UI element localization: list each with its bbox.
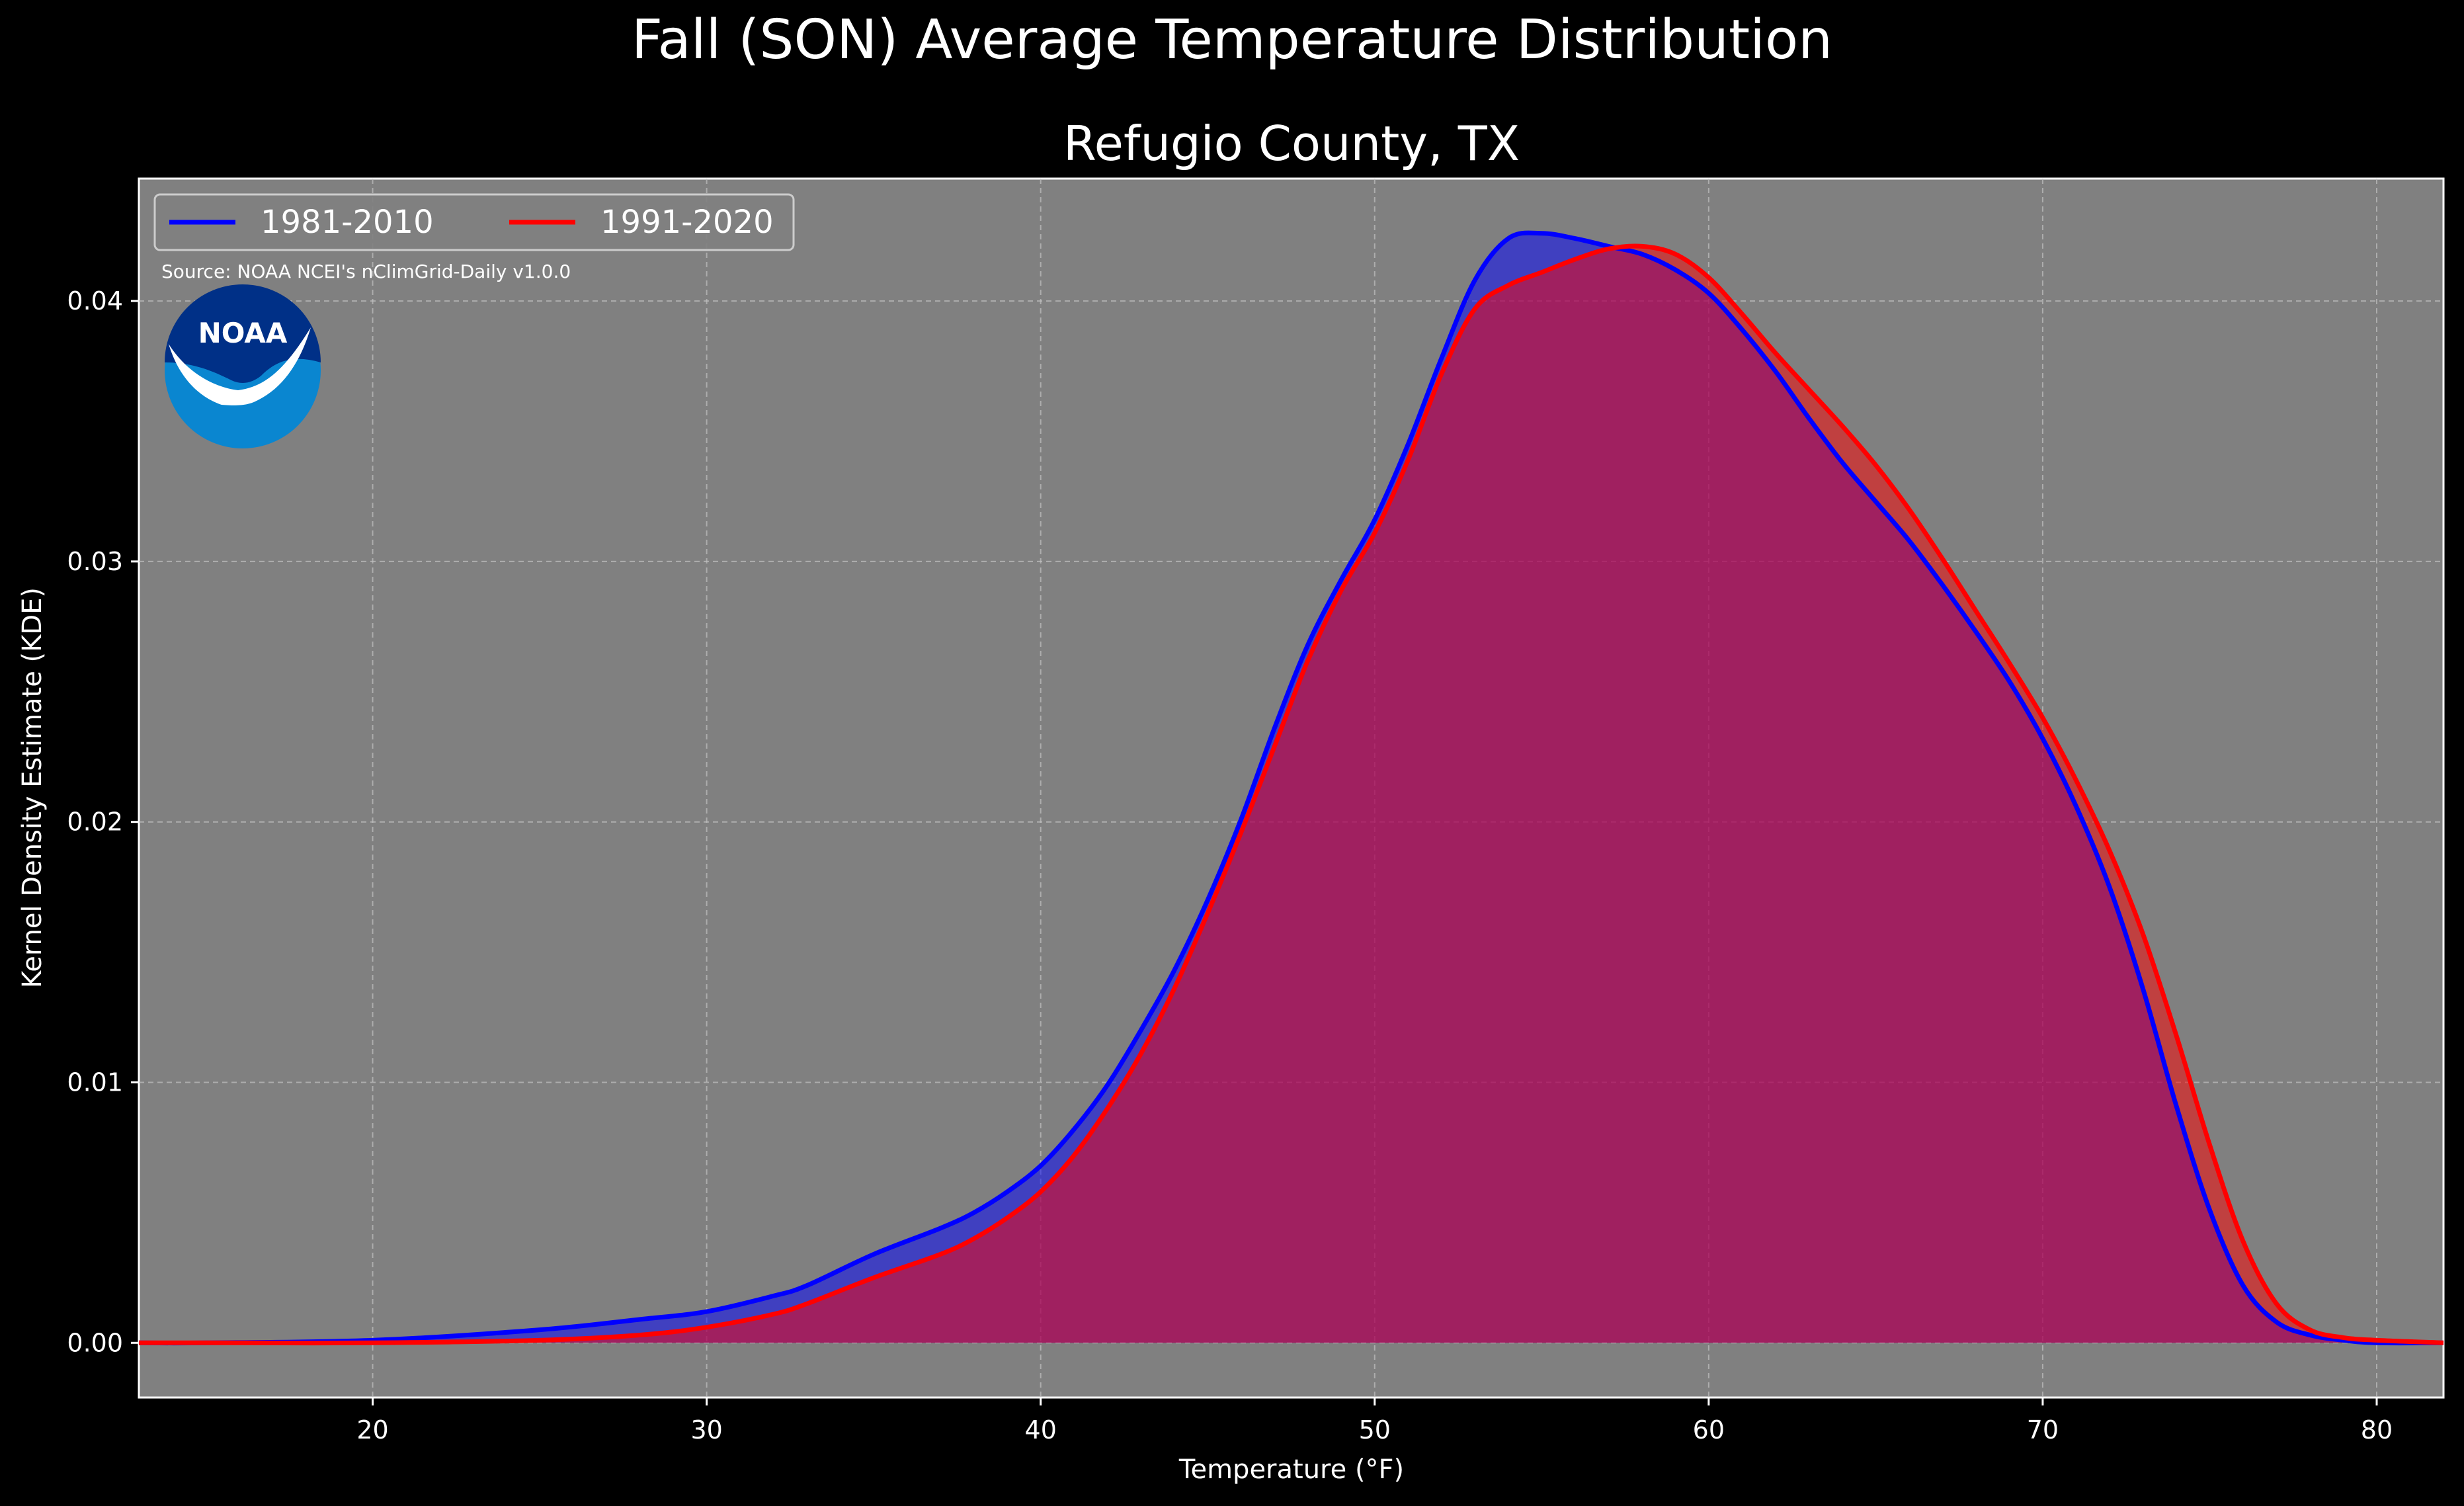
noaa-logo: NOAA	[165, 284, 321, 448]
x-tick-label: 60	[1693, 1415, 1725, 1444]
axis-ticks: 20 30 40 50 60 70 80 0.00 0.01 0.02 0.03 0.04	[67, 286, 2393, 1444]
x-tick-label: 40	[1025, 1415, 1057, 1444]
chart-title: Refugio County, TX	[1063, 116, 1520, 171]
y-tick-label: 0.02	[67, 808, 123, 837]
x-tick-label: 80	[2361, 1415, 2393, 1444]
y-tick-label: 0.01	[67, 1067, 123, 1097]
x-tick-label: 50	[1359, 1415, 1391, 1444]
series-1981-2010-line	[138, 230, 2444, 1346]
y-tick-label: 0.03	[67, 547, 123, 576]
legend: 1981-2010 1991-2020	[153, 193, 795, 251]
x-tick-label: 30	[690, 1415, 722, 1444]
svg-text:NOAA: NOAA	[198, 317, 288, 349]
legend-box	[153, 193, 795, 251]
x-tick-label: 20	[356, 1415, 388, 1444]
legend-label-1981-2010: 1981-2010	[261, 204, 434, 241]
legend-label-1991-2020: 1991-2020	[600, 204, 774, 241]
x-axis-label: Temperature (°F)	[1178, 1454, 1404, 1485]
x-tick-label: 70	[2027, 1415, 2059, 1444]
density-areas	[138, 230, 2444, 1346]
series-1991-2020-area	[139, 245, 2443, 1343]
y-axis-label: Kernel Density Estimate (KDE)	[17, 587, 48, 988]
source-note: Source: NOAA NCEI's nClimGrid-Daily v1.0…	[161, 261, 571, 282]
series-1991-2020-line	[139, 243, 2444, 1346]
y-tick-label: 0.00	[67, 1328, 123, 1357]
chart-suptitle: Fall (SON) Average Temperature Distribut…	[632, 9, 1832, 71]
y-tick-label: 0.04	[67, 286, 123, 315]
